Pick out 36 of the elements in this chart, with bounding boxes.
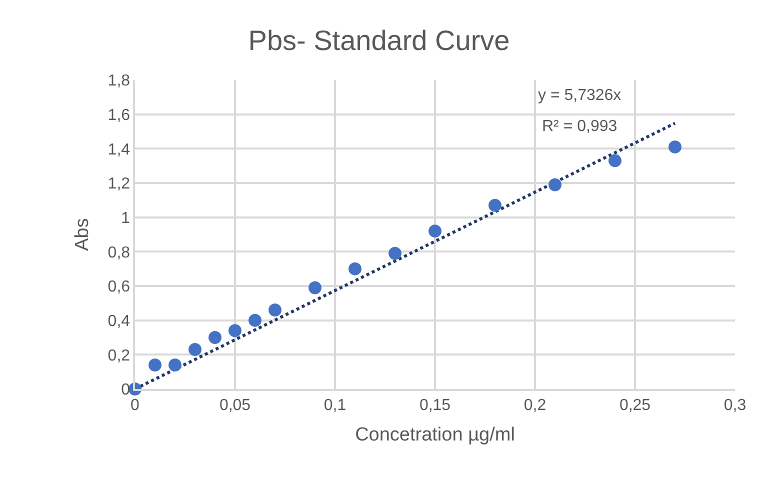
point [488,198,502,212]
point [308,281,322,294]
x-tick-label: 0,3 [724,396,746,414]
point [208,331,222,344]
y-tick-label: 1 [121,210,130,227]
point [388,246,402,260]
x-tick-label: 0,2 [524,396,546,414]
chart-title: Pbs- Standard Curve [248,24,510,56]
y-tick-label: 0 [121,382,130,399]
x-tick-label: 0,25 [619,396,651,414]
y-tick-label: 0,6 [108,278,130,296]
y-tick-label: 1,4 [108,141,130,158]
y-tick-label: 0,8 [108,244,130,262]
x-tick-label: 0,15 [419,396,451,414]
annotation: R² = 0,993 [542,118,618,135]
point [168,358,182,372]
y-tick-label: 0,4 [108,312,130,330]
y-axis-title: Abs [72,218,94,251]
y-tick-label: 1,2 [108,176,130,193]
point [348,262,362,276]
point [248,314,262,327]
point [188,343,202,356]
point [268,304,282,317]
annotation: y = 5,7326x [538,87,622,104]
x-tick-label: 0,05 [219,396,251,414]
y-tick-label: 1,8 [108,72,130,90]
x-tick-label: 0,1 [324,396,346,414]
x-axis-title: Concetration µg/ml [355,424,515,446]
point [608,154,622,168]
point [228,324,242,338]
point [428,224,442,238]
y-tick-label: 0,2 [108,347,130,364]
y-tick-label: 1,6 [108,106,130,124]
point [548,178,562,192]
point [668,140,682,154]
point [148,358,162,372]
